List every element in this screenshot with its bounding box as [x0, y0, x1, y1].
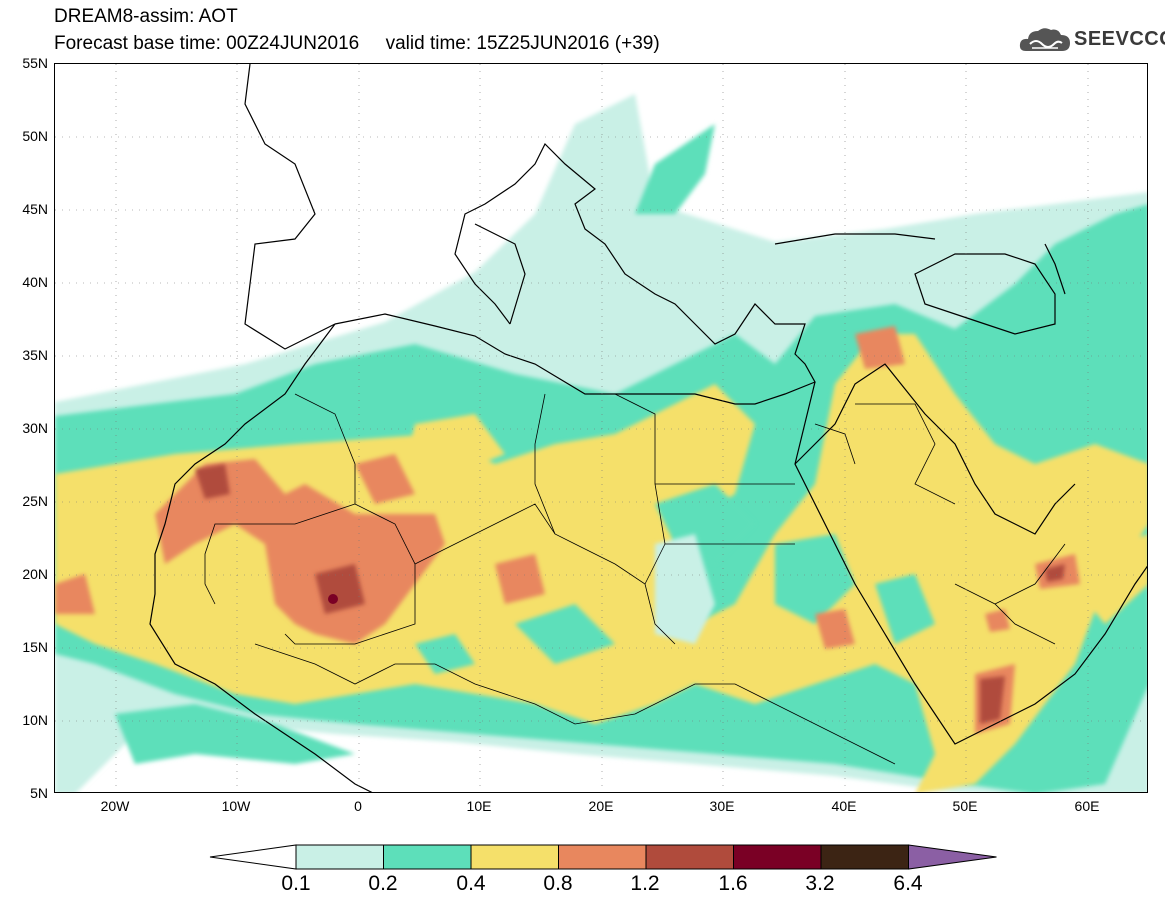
colorbar-tick-label: 6.4 — [893, 872, 923, 895]
colorbar-tick-label: 1.2 — [630, 872, 660, 895]
aot-field-map — [55, 64, 1147, 792]
lon-label: 30E — [709, 798, 735, 814]
lat-label: 45N — [22, 201, 48, 217]
coastlines — [149, 64, 1147, 792]
colorbar-tick-label: 3.2 — [805, 872, 835, 895]
map-title: DREAM8-assim: AOT — [54, 6, 238, 27]
colorbar-cell — [733, 844, 822, 870]
aot-band-1.6 — [328, 594, 338, 604]
lat-label: 25N — [22, 493, 48, 509]
lat-label: 15N — [22, 639, 48, 655]
colorbar-cell — [383, 844, 472, 870]
colorbar-arrow-high — [908, 844, 997, 870]
lon-label: 60E — [1074, 798, 1100, 814]
colorbar-cell — [558, 844, 647, 870]
lat-label: 30N — [22, 420, 48, 436]
logo-text: SEEVCCC — [1074, 28, 1165, 50]
lat-label: 5N — [30, 785, 48, 801]
lat-label: 10N — [22, 712, 48, 728]
forecast-time-line: Forecast base time: 00Z24JUN2016 valid t… — [54, 33, 660, 54]
lat-label: 40N — [22, 274, 48, 290]
map-panel — [54, 63, 1148, 793]
aot-band-1.2 — [195, 464, 1065, 724]
aot-band-0.1-inner — [655, 534, 715, 644]
colorbar-tick-label: 0.8 — [543, 872, 573, 895]
lat-label: 20N — [22, 566, 48, 582]
colorbar-tick-label: 0.4 — [456, 872, 486, 895]
lon-label: 20E — [588, 798, 614, 814]
colorbar-cell — [820, 844, 909, 870]
seevccc-logo: SEEVCCC — [1018, 24, 1165, 56]
lon-label: 10W — [221, 798, 251, 814]
lon-label: 40E — [831, 798, 857, 814]
country-borders — [204, 393, 1066, 765]
cloud-icon — [1019, 28, 1070, 51]
colorbar-cell — [295, 844, 384, 870]
colorbar-cell — [470, 844, 559, 870]
lat-label: 50N — [22, 128, 48, 144]
colorbar — [209, 844, 997, 870]
graticule — [55, 64, 1147, 792]
lon-label: 50E — [952, 798, 978, 814]
colorbar-tick-label: 0.2 — [368, 872, 398, 895]
colorbar-cell — [645, 844, 734, 870]
colorbar-tick-label: 0.1 — [281, 872, 311, 895]
colorbar-arrow-low — [209, 844, 297, 870]
lat-label: 55N — [22, 55, 48, 71]
lon-label: 10E — [466, 798, 492, 814]
colorbar-tick-label: 1.6 — [718, 872, 748, 895]
lon-label: 0 — [354, 798, 362, 814]
lon-label: 20W — [100, 798, 130, 814]
lat-label: 35N — [22, 347, 48, 363]
